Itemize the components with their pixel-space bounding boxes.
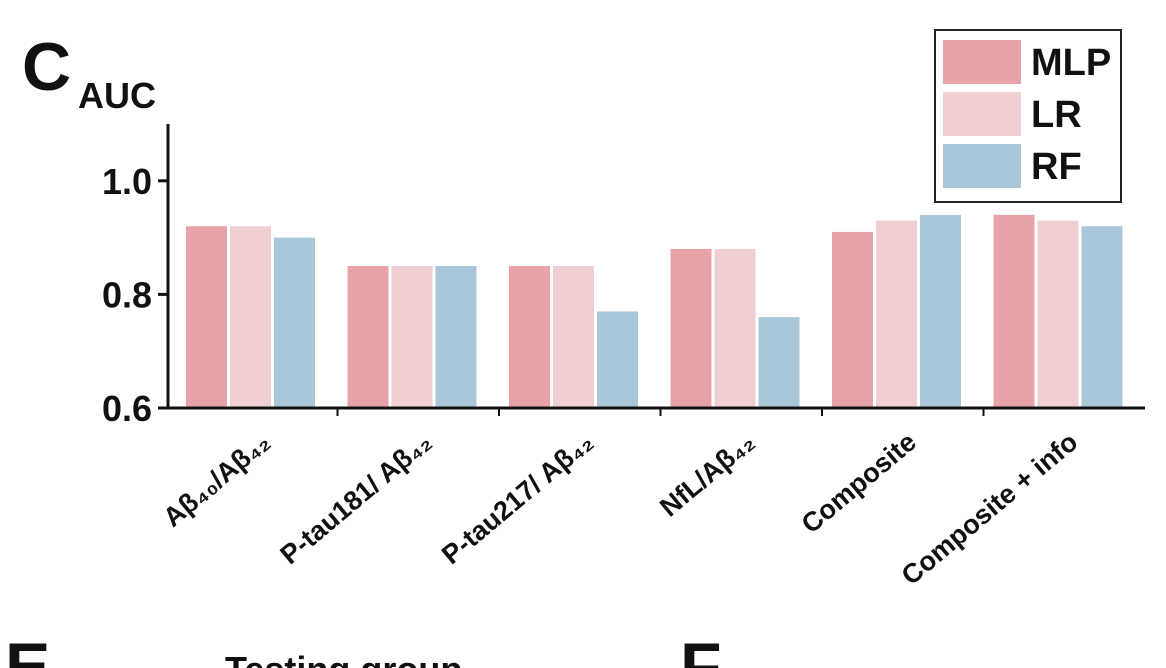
bar xyxy=(553,266,594,408)
bar xyxy=(347,266,389,408)
bar xyxy=(1081,226,1123,408)
bar xyxy=(876,220,917,408)
x-tick-label: Composite + info xyxy=(896,427,1084,591)
bar xyxy=(832,231,873,408)
panel-title: Testing group xyxy=(225,649,462,668)
y-tick-label: 0.6 xyxy=(102,388,152,429)
bar xyxy=(597,311,638,408)
bar xyxy=(274,237,315,408)
x-tick-label: Aβ₄₀/Aβ₄₂ xyxy=(157,427,275,533)
bar xyxy=(758,317,800,408)
y-tick-label: 1.0 xyxy=(102,161,152,202)
y-axis-label: AUC xyxy=(78,75,156,116)
legend-swatch xyxy=(943,92,1021,136)
bar xyxy=(186,226,227,408)
legend-swatch xyxy=(943,144,1021,188)
bar xyxy=(509,266,550,408)
legend-label: LR xyxy=(1031,94,1082,136)
x-tick-label: NfL/Aβ₄₂ xyxy=(654,427,760,523)
bar xyxy=(714,248,756,408)
x-tick-label: P-tau217/ Aβ₄₂ xyxy=(436,427,599,570)
bar xyxy=(1037,220,1079,408)
bar xyxy=(435,266,477,408)
bar xyxy=(993,214,1035,408)
bar xyxy=(230,226,271,408)
y-tick-label: 0.8 xyxy=(102,274,152,315)
legend-box xyxy=(934,29,1122,203)
bar xyxy=(670,248,712,408)
panel-label: F xyxy=(680,629,722,668)
bar xyxy=(920,214,961,408)
legend-label: MLP xyxy=(1031,42,1111,84)
legend-label: RF xyxy=(1031,146,1082,188)
panel-label: C xyxy=(22,29,71,105)
x-tick-label: Composite xyxy=(796,427,922,540)
bar xyxy=(391,266,433,408)
legend-swatch xyxy=(943,40,1021,84)
panel-label: E xyxy=(5,629,50,668)
x-tick-label: P-tau181/ Aβ₄₂ xyxy=(275,427,438,570)
